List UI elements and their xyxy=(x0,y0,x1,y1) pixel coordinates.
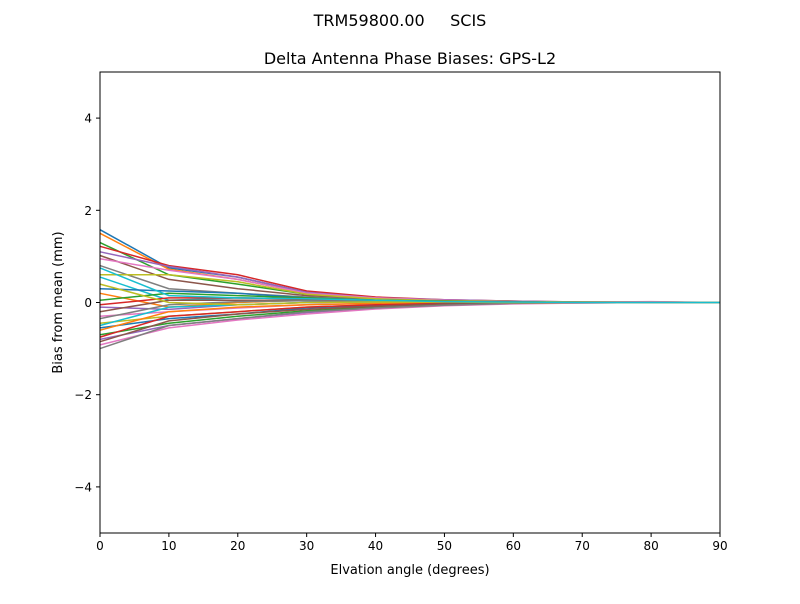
x-tick-label: 30 xyxy=(299,539,314,553)
x-tick-label: 20 xyxy=(230,539,245,553)
y-tick-label: −4 xyxy=(74,480,92,494)
x-tick-label: 70 xyxy=(575,539,590,553)
figure-suptitle: TRM59800.00 SCIS xyxy=(313,11,487,30)
x-tick-label: 80 xyxy=(643,539,658,553)
y-tick-label: −2 xyxy=(74,388,92,402)
y-tick-label: 0 xyxy=(84,296,92,310)
series-line-6 xyxy=(99,254,720,304)
x-axis-label: Elvation angle (degrees) xyxy=(330,563,489,578)
x-tick-label: 10 xyxy=(161,539,176,553)
x-tick-label: 0 xyxy=(96,539,104,553)
x-tick-label: 50 xyxy=(437,539,452,553)
x-axis-ticks: 0 10 20 30 40 50 60 70 80 90 xyxy=(96,533,728,553)
x-tick-label: 60 xyxy=(506,539,521,553)
series-lines xyxy=(99,229,721,350)
x-tick-label: 90 xyxy=(712,539,727,553)
y-axis-label: Bias from mean (mm) xyxy=(51,231,66,373)
series-line-30 xyxy=(99,267,720,304)
chart-title: Delta Antenna Phase Biases: GPS-L2 xyxy=(264,49,556,68)
y-tick-label: 4 xyxy=(84,112,92,126)
x-tick-label: 40 xyxy=(368,539,383,553)
y-axis-ticks: −4 −2 0 2 4 xyxy=(74,112,100,494)
y-tick-label: 2 xyxy=(84,204,92,218)
